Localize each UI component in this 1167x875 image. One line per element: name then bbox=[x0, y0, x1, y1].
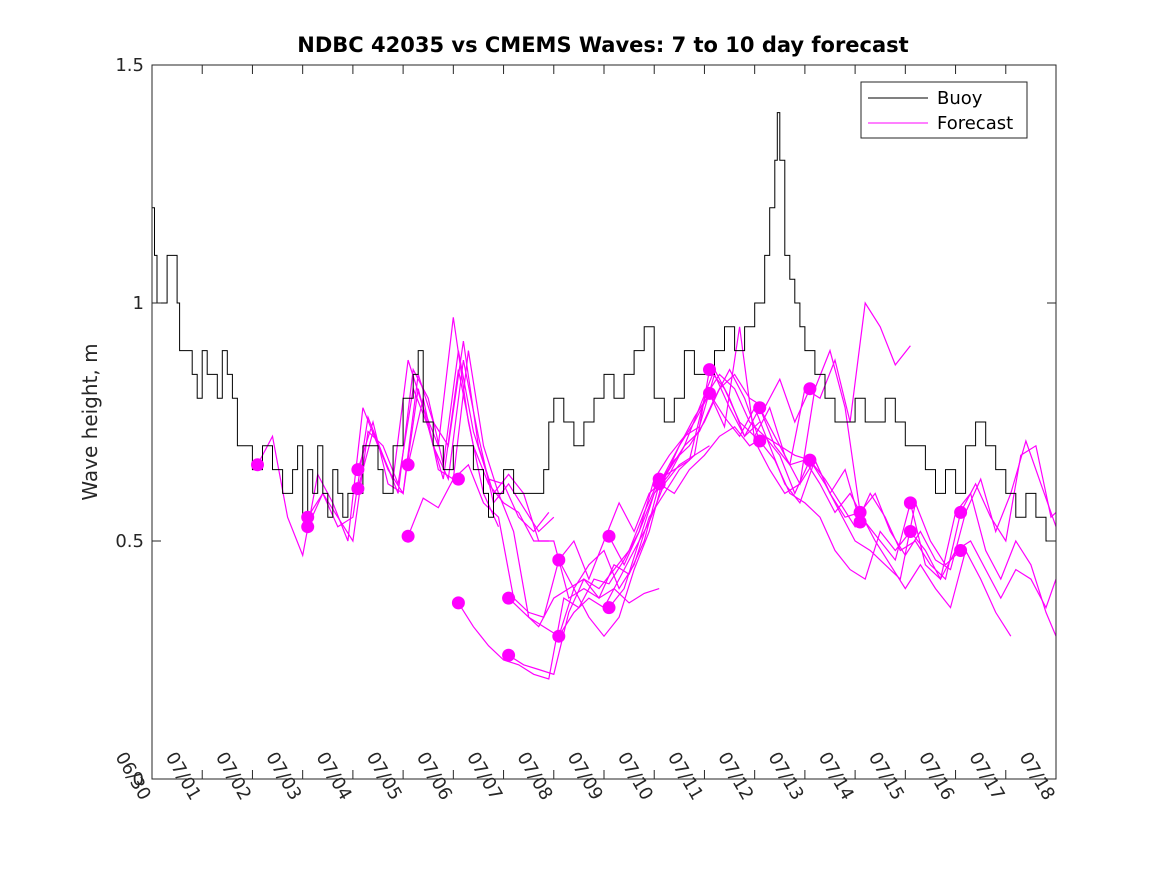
forecast-marker bbox=[602, 601, 616, 615]
chart-title: NDBC 42035 vs CMEMS Waves: 7 to 10 day f… bbox=[297, 33, 908, 57]
forecast-marker bbox=[351, 482, 365, 496]
forecast-marker bbox=[401, 458, 415, 472]
legend-buoy-label: Buoy bbox=[937, 88, 983, 109]
forecast-marker bbox=[351, 463, 365, 477]
forecast-marker bbox=[552, 629, 566, 643]
buoy-series-group bbox=[152, 112, 1056, 542]
forecast-marker bbox=[903, 496, 917, 510]
forecast-marker bbox=[401, 529, 415, 543]
y-tick-label: 0 bbox=[133, 769, 144, 790]
y-tick-label: 0.5 bbox=[115, 531, 144, 552]
forecast-marker bbox=[703, 386, 716, 400]
forecast-line-5 bbox=[357, 359, 555, 533]
axis-ticks-group bbox=[151, 64, 1057, 780]
forecast-marker bbox=[853, 515, 867, 529]
forecast-marker bbox=[602, 529, 616, 543]
forecast-marker bbox=[803, 453, 817, 467]
y-tick-label: 1.5 bbox=[115, 55, 144, 76]
forecast-line-20 bbox=[909, 531, 1057, 610]
forecast-marker bbox=[954, 505, 968, 519]
forecast-line-2 bbox=[307, 350, 550, 533]
legend-box bbox=[860, 81, 1028, 139]
y-tick-labels-group: 0 0.5 1 1.5 bbox=[115, 55, 144, 790]
forecast-marker bbox=[753, 434, 767, 448]
forecast-line-18 bbox=[809, 444, 1057, 581]
y-tick-label: 1 bbox=[133, 293, 144, 314]
forecast-marker bbox=[451, 596, 465, 610]
plot-background bbox=[152, 65, 1056, 779]
forecast-marker bbox=[301, 520, 315, 534]
forecast-marker bbox=[502, 648, 516, 662]
forecast-line-4 bbox=[357, 341, 660, 604]
forecast-marker bbox=[753, 401, 767, 415]
legend: Buoy Forecast bbox=[860, 81, 1028, 139]
legend-forecast-label: Forecast bbox=[937, 113, 1013, 134]
plot-area bbox=[151, 64, 1057, 780]
forecast-marker bbox=[251, 458, 264, 472]
buoy-line bbox=[152, 112, 1056, 542]
forecast-marker bbox=[903, 525, 917, 538]
y-axis-label: Wave height, m bbox=[78, 343, 102, 500]
forecast-marker bbox=[502, 591, 516, 605]
forecast-marker bbox=[301, 510, 315, 524]
forecast-marker bbox=[803, 382, 817, 396]
forecast-marker bbox=[451, 472, 465, 486]
forecast-markers-group bbox=[251, 363, 968, 662]
forecast-marker bbox=[652, 472, 666, 486]
forecast-marker bbox=[954, 544, 968, 557]
forecast-marker bbox=[552, 553, 566, 567]
forecast-marker bbox=[703, 363, 716, 377]
forecast-marker bbox=[853, 505, 867, 519]
forecast-line-19 bbox=[859, 439, 1057, 571]
